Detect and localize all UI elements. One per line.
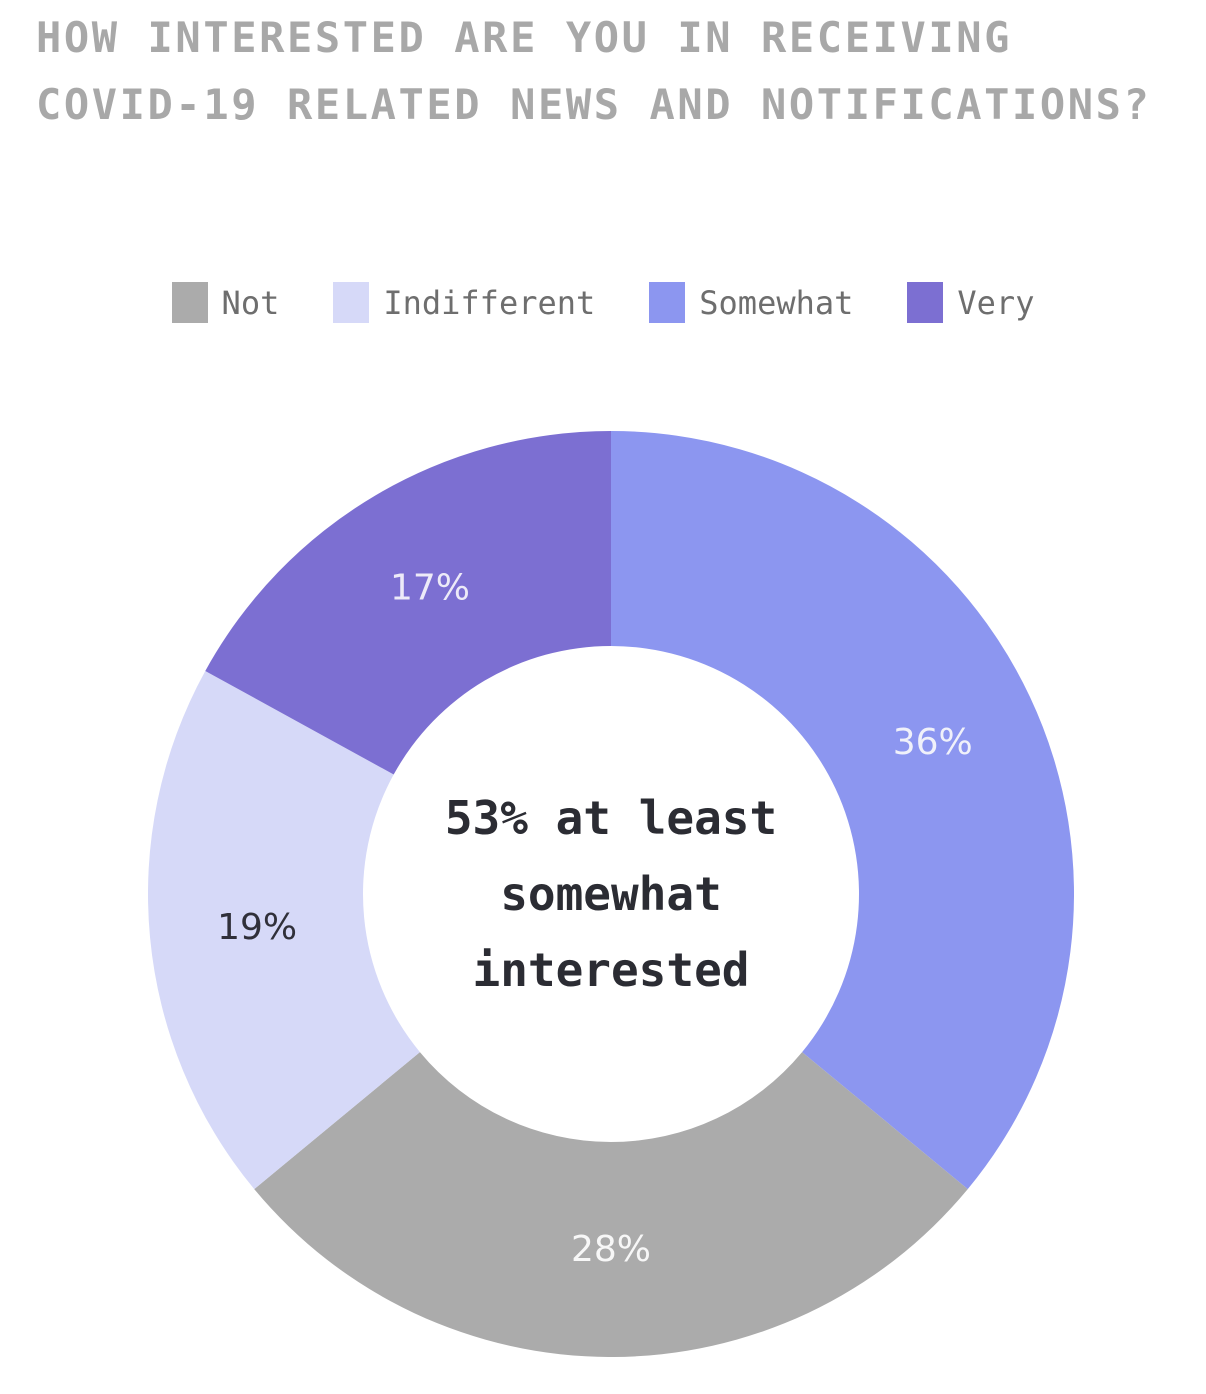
legend-item-indifferent[interactable]: Indifferent <box>333 282 595 323</box>
slice-value-label-indifferent: 19% <box>217 907 297 948</box>
page-title-line-1: HOW INTERESTED ARE YOU IN RECEIVING <box>36 13 1013 62</box>
legend-label-not: Not <box>221 283 280 322</box>
donut-chart: 36% 28% 19% 17% <box>148 431 1074 1357</box>
slice-value-label-very: 17% <box>390 568 470 609</box>
legend-label-somewhat: Somewhat <box>699 283 854 322</box>
page-title: HOW INTERESTED ARE YOU IN RECEIVING COVI… <box>36 4 1151 138</box>
donut-chart-svg: 36% 28% 19% 17% <box>148 431 1074 1357</box>
legend-item-very[interactable]: Very <box>907 282 1034 323</box>
donut-center-label: 53% at least somewhat interested <box>444 791 778 997</box>
legend-item-somewhat[interactable]: Somewhat <box>649 282 853 323</box>
legend-label-indifferent: Indifferent <box>383 283 596 322</box>
slice-value-label-somewhat: 36% <box>893 722 973 763</box>
donut-slice-somewhat[interactable] <box>611 431 1074 1190</box>
legend: Not Indifferent Somewhat Very <box>0 282 1206 323</box>
slice-value-label-not: 28% <box>571 1229 651 1270</box>
legend-swatch-somewhat <box>649 282 686 323</box>
legend-swatch-indifferent <box>333 282 370 323</box>
donut-slice-not[interactable] <box>254 1052 968 1357</box>
legend-swatch-very <box>907 282 944 323</box>
donut-slice-very[interactable] <box>205 431 611 775</box>
legend-label-very: Very <box>957 283 1035 322</box>
page-title-line-2: COVID-19 RELATED NEWS AND NOTIFICATIONS? <box>36 80 1152 129</box>
donut-slice-indifferent[interactable] <box>148 670 420 1190</box>
legend-swatch-not <box>171 282 208 323</box>
legend-item-not[interactable]: Not <box>171 282 280 323</box>
